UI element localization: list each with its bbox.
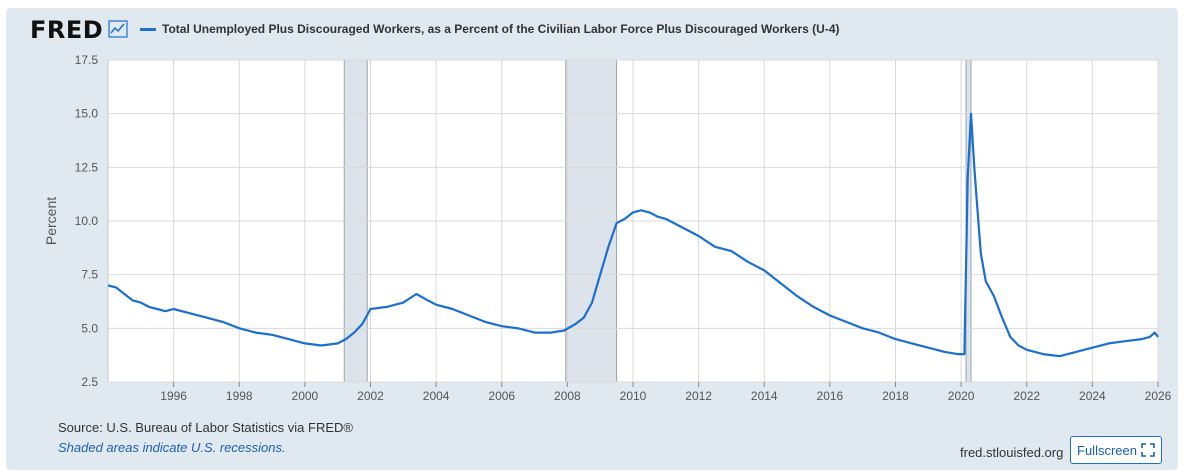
x-tick-label-5: 2006 <box>488 389 515 403</box>
x-tick-label-2: 2000 <box>292 389 319 403</box>
x-tick-label-4: 2004 <box>423 389 450 403</box>
fullscreen-button[interactable]: Fullscreen <box>1070 436 1162 464</box>
x-tick-label-14: 2024 <box>1079 389 1106 403</box>
recession-note: Shaded areas indicate U.S. recessions. <box>58 440 286 455</box>
y-tick-label-1: 5.0 <box>81 321 98 335</box>
x-tick-label-0: 1996 <box>160 389 187 403</box>
series-line-0 <box>107 112 1159 358</box>
x-tick-label-3: 2002 <box>357 389 384 403</box>
x-tick-label-15: 2026 <box>1145 389 1172 403</box>
y-tick-label-4: 12.5 <box>75 160 99 174</box>
x-tick-label-8: 2012 <box>685 389 712 403</box>
x-tick-label-1: 1998 <box>226 389 253 403</box>
fred-logo: FRED <box>30 16 104 44</box>
x-tick-label-7: 2010 <box>620 389 647 403</box>
fullscreen-label: Fullscreen <box>1077 442 1137 458</box>
legend-swatch <box>140 27 156 31</box>
y-tick-label-0: 2.5 <box>81 375 98 389</box>
y-tick-label-6: 17.5 <box>75 53 99 67</box>
trend-line-icon <box>108 20 128 38</box>
x-tick-label-9: 2014 <box>751 389 778 403</box>
y-axis-label: Percent <box>43 197 59 245</box>
x-tick-label-13: 2022 <box>1013 389 1040 403</box>
y-tick-label-3: 10.0 <box>75 214 99 228</box>
website-link[interactable]: fred.stlouisfed.org <box>960 445 1064 460</box>
fullscreen-icon <box>1141 443 1155 457</box>
legend: Total Unemployed Plus Discouraged Worker… <box>140 22 840 36</box>
x-tick-label-12: 2020 <box>948 389 975 403</box>
x-tick-label-11: 2018 <box>882 389 909 403</box>
x-tick-label-10: 2016 <box>817 389 844 403</box>
y-tick-label-2: 7.5 <box>81 268 98 282</box>
y-tick-label-5: 15.0 <box>75 107 99 121</box>
source-text: Source: U.S. Bureau of Labor Statistics … <box>58 420 353 435</box>
x-tick-label-6: 2008 <box>554 389 581 403</box>
legend-title: Total Unemployed Plus Discouraged Worker… <box>162 22 840 36</box>
